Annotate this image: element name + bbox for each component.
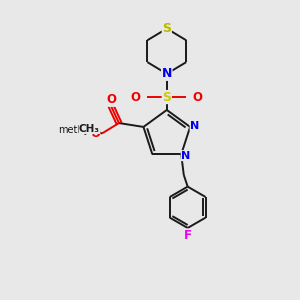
Text: O: O xyxy=(106,93,116,106)
Text: O: O xyxy=(131,91,141,103)
Text: S: S xyxy=(162,91,171,103)
Text: F: F xyxy=(184,229,192,242)
Text: N: N xyxy=(162,67,172,80)
Text: methyl: methyl xyxy=(58,124,93,134)
Text: S: S xyxy=(162,22,171,35)
Text: N: N xyxy=(181,151,190,160)
Text: O: O xyxy=(193,91,203,103)
Text: CH₃: CH₃ xyxy=(79,124,100,134)
Text: O: O xyxy=(90,127,100,140)
Text: N: N xyxy=(190,121,200,130)
